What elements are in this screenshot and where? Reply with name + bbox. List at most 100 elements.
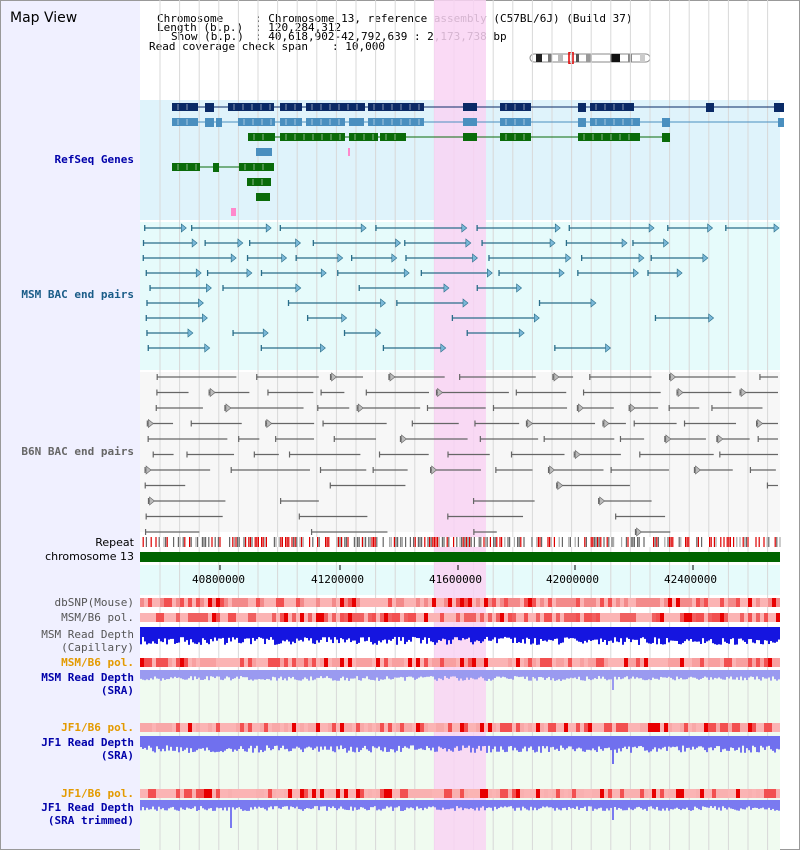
read-depth-bar [762, 670, 764, 678]
repeat-element [294, 537, 296, 547]
read-depth-bar [474, 736, 476, 753]
read-depth-bar [584, 800, 586, 807]
polymorphism-cell [540, 658, 544, 667]
msm-b6-pol-sra-label[interactable]: MSM/B6 pol. [61, 656, 134, 669]
read-depth-bar [258, 736, 260, 753]
read-depth-bar [662, 800, 664, 809]
read-depth-bar [264, 670, 266, 680]
read-depth-bar [466, 627, 468, 639]
read-depth-bar [226, 670, 228, 677]
polymorphism-cell [524, 598, 528, 607]
gene-exon [172, 103, 198, 111]
repeat-element [280, 537, 282, 547]
jf1-read-depth-trimmed-label[interactable]: JF1 Read Depth [41, 801, 134, 814]
polymorphism-cell [720, 598, 724, 607]
repeat-element [257, 537, 259, 547]
read-depth-bar [426, 736, 428, 747]
read-depth-bar [238, 736, 240, 749]
read-depth-bar [558, 800, 560, 810]
polymorphism-cell [224, 658, 228, 667]
read-depth-bar [282, 800, 284, 807]
polymorphism-cell [768, 598, 772, 607]
polymorphism-cell [612, 613, 616, 622]
msm-pair-arrow [702, 253, 709, 263]
read-depth-bar [356, 627, 358, 644]
read-depth-bar [502, 627, 504, 639]
polymorphism-cell [252, 658, 256, 667]
read-depth-bar [166, 736, 168, 746]
read-depth-bar [772, 736, 774, 751]
repeat-element [496, 537, 498, 547]
msm-b6-pol-label[interactable]: MSM/B6 pol. [61, 611, 134, 624]
jf1-read-depth-label[interactable]: JF1 Read Depth [41, 736, 134, 749]
read-depth-bar [754, 670, 756, 680]
dbsnp-label[interactable]: dbSNP(Mouse) [54, 596, 134, 609]
msm-read-depth-sra-label[interactable]: MSM Read Depth [41, 671, 134, 684]
msm-bac-label[interactable]: MSM BAC end pairs [21, 288, 134, 301]
read-depth-bar [172, 800, 174, 807]
read-depth-bar [710, 627, 712, 640]
b6n-bac-label[interactable]: B6N BAC end pairs [21, 445, 134, 458]
read-depth-bar [528, 670, 530, 681]
read-depth-bar [444, 627, 446, 640]
read-depth-bar [248, 736, 250, 749]
polymorphism-cell [556, 613, 560, 622]
read-depth-bar [742, 670, 744, 681]
polymorphism-cell [192, 598, 196, 607]
read-depth-bar [144, 800, 146, 811]
read-depth-bar [396, 670, 398, 678]
gene-exon [228, 103, 274, 111]
read-depth-bar [658, 736, 660, 749]
polymorphism-cell [272, 723, 276, 732]
read-depth-bar [340, 800, 342, 807]
refseq-genes-label[interactable]: RefSeq Genes [54, 153, 134, 166]
read-depth-bar [734, 736, 736, 751]
jf1-b6-pol-label[interactable]: JF1/B6 pol. [61, 721, 134, 734]
polymorphism-cell [360, 598, 364, 607]
repeat-element [776, 537, 778, 547]
polymorphism-cell [680, 598, 684, 607]
read-depth-bar [606, 736, 608, 749]
read-depth-bar [500, 800, 502, 807]
polymorphism-cell [520, 598, 524, 607]
read-depth-bar [490, 736, 492, 753]
read-depth-bar [406, 627, 408, 642]
polymorphism-cell [656, 723, 660, 732]
polymorphism-cell [700, 723, 704, 732]
repeat-element [480, 537, 482, 547]
polymorphism-cell [752, 658, 756, 667]
polymorphism-cell [764, 613, 768, 622]
read-depth-bar [160, 670, 162, 681]
jf1-b6-pol-trimmed-label[interactable]: JF1/B6 pol. [61, 787, 134, 800]
polymorphism-cell [364, 723, 368, 732]
read-depth-bar [722, 800, 724, 807]
polymorphism-cell [312, 598, 316, 607]
polymorphism-cell [156, 789, 160, 798]
polymorphism-cell [692, 613, 696, 622]
chromosome-ideogram[interactable] [528, 52, 652, 64]
read-depth-bar [392, 670, 394, 680]
read-depth-bar [372, 800, 374, 808]
read-depth-bar [284, 736, 286, 750]
read-depth-bar [516, 670, 518, 677]
polymorphism-cell [448, 789, 452, 798]
repeat-element [291, 537, 293, 547]
read-depth-bar [236, 736, 238, 751]
read-depth-bar [630, 627, 632, 643]
polymorphism-cell [620, 658, 624, 667]
polymorphism-cell [496, 613, 500, 622]
read-depth-bar [736, 670, 738, 678]
read-depth-bar [344, 736, 346, 749]
repeat-label[interactable]: Repeat [95, 536, 134, 549]
read-depth-bar [660, 627, 662, 645]
read-depth-bar [522, 627, 524, 640]
polymorphism-cell [336, 789, 340, 798]
read-depth-bar [244, 627, 246, 639]
read-depth-bar [296, 800, 298, 807]
read-depth-bar [256, 627, 258, 640]
msm-read-depth-capillary-label[interactable]: MSM Read Depth [41, 628, 134, 641]
read-depth-bar [204, 670, 206, 680]
read-depth-bar [240, 736, 242, 747]
read-depth-bar [316, 627, 318, 641]
